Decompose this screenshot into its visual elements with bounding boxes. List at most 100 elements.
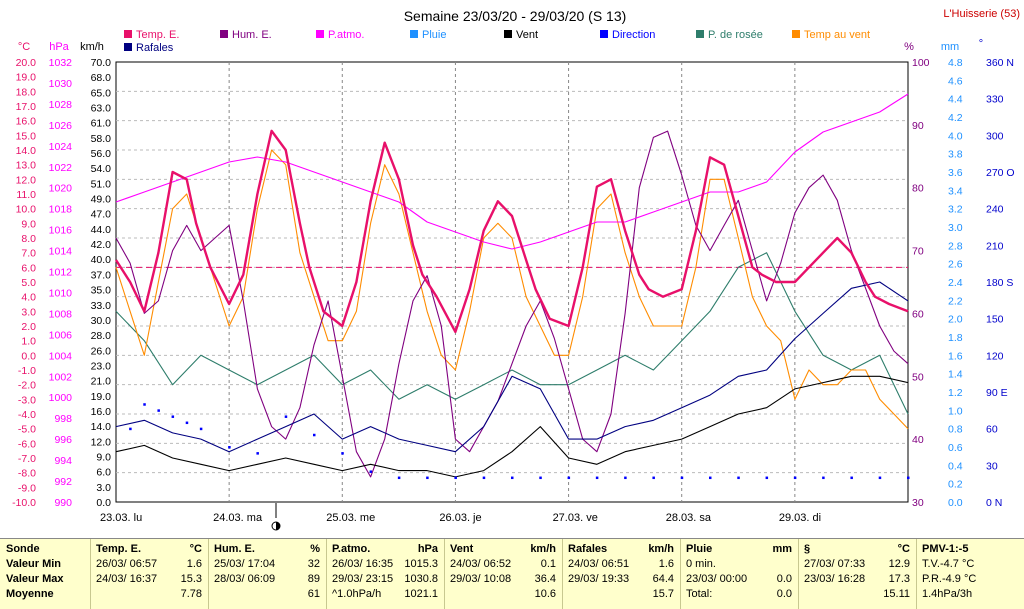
summary-col-unit: mm — [772, 543, 792, 555]
direction-point — [143, 403, 146, 406]
summary-max-date: 29/03/ 19:33 — [568, 573, 630, 585]
wind-tick-label: 14.0 — [91, 421, 112, 433]
direction-point — [454, 476, 457, 480]
press-tick-label: 1018 — [49, 204, 73, 216]
summary-min-value: 12.9 — [888, 558, 910, 570]
summary-col-header: § — [804, 543, 811, 555]
direction-point — [511, 476, 514, 480]
direction-point — [907, 476, 910, 480]
press-tick-label: 992 — [54, 476, 72, 488]
rain-tick-label: 2.6 — [948, 259, 963, 271]
rain-tick-label: 0.6 — [948, 442, 963, 454]
summary-col-unit: °C — [189, 543, 202, 555]
summary-max-date: 28/03/ 06:09 — [214, 573, 276, 585]
summary-col-unit: °C — [897, 543, 910, 555]
x-tick-label: 23.03. lu — [100, 512, 142, 524]
summary-min-value: 32 — [307, 558, 320, 570]
temp-tick-label: -3.0 — [18, 394, 36, 406]
legend-swatch — [696, 30, 704, 38]
summary-avg-value: 15.7 — [652, 588, 674, 600]
summary-min-value: 1.6 — [658, 558, 674, 570]
hum-tick-label: 80 — [912, 183, 924, 195]
summary-avg-note: ^1.0hPa/h — [332, 588, 382, 600]
direction-point — [171, 415, 175, 418]
wind-tick-label: 3.0 — [96, 482, 111, 494]
dir-tick-label: 60 — [986, 424, 998, 436]
temp-tick-label: 13.0 — [16, 160, 37, 172]
press-tick-label: 1026 — [49, 120, 73, 132]
direction-point — [652, 476, 655, 480]
summary-max-value: 64.4 — [652, 573, 674, 585]
press-tick-label: 1010 — [49, 287, 73, 299]
direction-point — [595, 476, 599, 480]
summary-min-date: 25/03/ 17:04 — [214, 558, 276, 570]
wind-tick-label: 47.0 — [91, 209, 112, 221]
wind-tick-label: 16.0 — [91, 406, 112, 418]
x-tick-label: 24.03. ma — [213, 512, 263, 524]
direction-point — [341, 452, 344, 455]
temp-tick-label: 1.0 — [21, 336, 36, 348]
rain-tick-label: 0.0 — [948, 497, 963, 509]
legend-label: Temp. E. — [136, 29, 179, 41]
wind-tick-label: 35.0 — [91, 285, 112, 297]
summary-avg-value: 0.0 — [776, 588, 792, 600]
legend-swatch — [410, 30, 418, 38]
chart-title: Semaine 23/03/20 - 29/03/20 (S 13) — [404, 8, 627, 24]
temp-tick-label: 0.0 — [21, 350, 36, 362]
press-tick-label: 1032 — [49, 57, 73, 69]
dir-tick-label: 30 — [986, 460, 998, 472]
press-tick-label: 1020 — [49, 183, 73, 195]
summary-row-label: Sonde — [6, 543, 40, 555]
rain-tick-label: 3.6 — [948, 167, 963, 179]
temp-tick-label: 6.0 — [21, 262, 36, 274]
temp-tick-label: 12.0 — [16, 174, 37, 186]
dir-tick-label: 360 N — [986, 57, 1014, 69]
wind-tick-label: 37.0 — [91, 269, 112, 281]
chart-svg: Semaine 23/03/20 - 29/03/20 (S 13) L'Huis… — [12, 8, 1020, 531]
series-line-temp-e- — [114, 129, 909, 334]
direction-point — [709, 476, 712, 480]
summary-column — [562, 539, 680, 609]
series-line-vent — [115, 375, 909, 478]
legend-label: Rafales — [136, 42, 174, 54]
temp-tick-label: 10.0 — [16, 204, 37, 216]
temp-tick-label: 11.0 — [16, 189, 36, 201]
summary-row-label: Valeur Min — [6, 558, 62, 570]
wind-tick-label: 61.0 — [91, 118, 112, 130]
wind-tick-label: 19.0 — [91, 391, 112, 403]
direction-point — [199, 427, 203, 431]
legend-label: P. de rosée — [708, 29, 763, 41]
x-tick-label: 27.03. ve — [553, 512, 598, 524]
rain-tick-label: 2.4 — [948, 277, 963, 289]
summary-max-date: 23/03/ 00:00 — [686, 573, 748, 585]
wind-tick-label: 56.0 — [91, 148, 112, 160]
temp-tick-label: -2.0 — [18, 380, 36, 392]
rain-tick-label: 1.0 — [948, 405, 963, 417]
summary-col-unit: km/h — [530, 543, 556, 555]
series-line-rafales — [115, 281, 909, 453]
legend-swatch — [220, 30, 228, 38]
rain-tick-label: 4.4 — [948, 94, 963, 106]
legend-label: Direction — [612, 29, 655, 41]
hum-tick-label: 100 — [912, 57, 930, 69]
direction-point — [850, 476, 853, 480]
press-tick-label: 1004 — [49, 350, 73, 362]
direction-point — [567, 476, 571, 480]
rain-tick-label: 2.0 — [948, 314, 963, 326]
rain-tick-label: 3.4 — [948, 185, 963, 197]
legend-label: Temp au vent — [804, 29, 870, 41]
direction-point — [284, 415, 288, 418]
summary-max-value: 36.4 — [534, 573, 556, 585]
direction-point — [256, 452, 259, 455]
x-tick-label: 28.03. sa — [666, 512, 712, 524]
summary-max-date: 29/03/ 10:08 — [450, 573, 512, 585]
temp-tick-label: 4.0 — [21, 292, 36, 304]
rain-tick-label: 1.6 — [948, 350, 963, 362]
summary-col-header: Pluie — [686, 543, 713, 555]
summary-max-value: 17.3 — [888, 573, 910, 585]
summary-avg-value: 10.6 — [534, 588, 556, 600]
summary-min-date: 26/03/ 06:57 — [96, 558, 158, 570]
series-line-p-de-ros-e — [115, 252, 909, 415]
series-line-temp-au-vent — [115, 149, 909, 430]
legend-label: P.atmo. — [328, 29, 365, 41]
